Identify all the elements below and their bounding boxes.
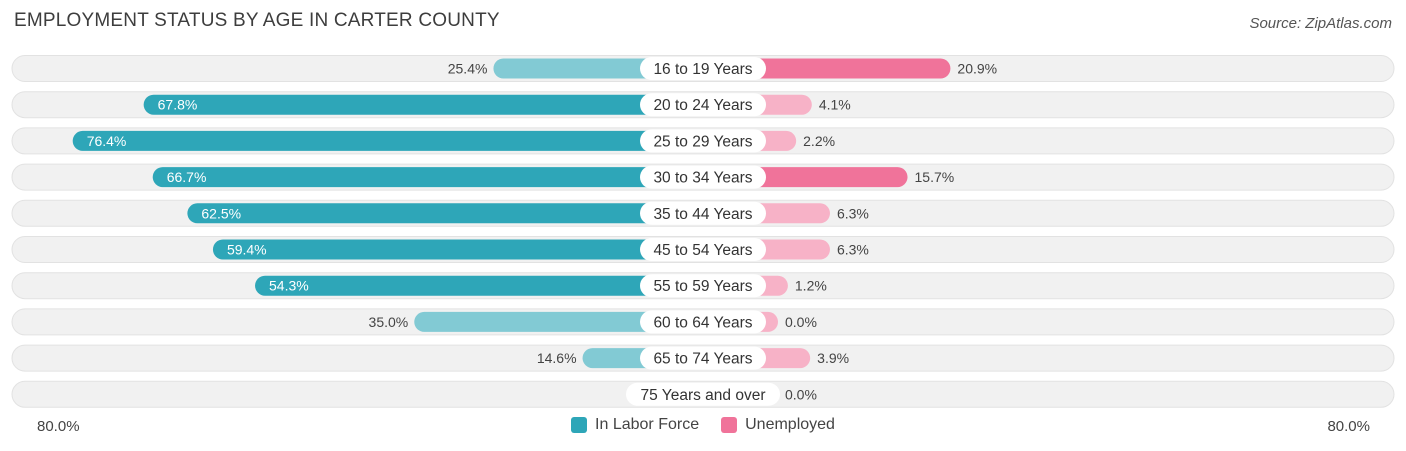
labor-force-bar: [414, 311, 703, 332]
category-label: 25 to 29 Years: [653, 133, 752, 150]
category-label: 16 to 19 Years: [653, 61, 752, 78]
unemployed-value-label: 6.3%: [837, 205, 869, 221]
labor-force-value-label: 35.0%: [369, 314, 409, 330]
labor-force-bar: [72, 130, 703, 151]
labor-force-value-label: 14.6%: [537, 350, 577, 366]
legend-item-labor-force: In Labor Force: [571, 416, 699, 434]
labor-force-value-label: 62.5%: [201, 205, 241, 221]
labor-force-bar: [152, 167, 704, 188]
category-label: 20 to 24 Years: [653, 97, 752, 114]
unemployed-value-label: 3.9%: [817, 350, 849, 366]
unemployed-value-label: 2.2%: [803, 133, 835, 149]
category-pill: [640, 201, 766, 225]
axis-right-label: 80.0%: [1327, 418, 1370, 435]
axis-left-label: 80.0%: [37, 418, 80, 435]
category-label: 30 to 34 Years: [653, 170, 752, 187]
unemployed-value-label: 6.3%: [837, 242, 869, 258]
unemployed-value-label: 15.7%: [915, 169, 955, 185]
category-pill: [640, 165, 766, 189]
unemployed-value-label: 20.9%: [957, 61, 997, 77]
category-pill: [640, 93, 766, 117]
category-label: 75 Years and over: [641, 387, 766, 404]
category-label: 55 to 59 Years: [653, 278, 752, 295]
category-pill: [640, 238, 766, 261]
category-label: 45 to 54 Years: [653, 242, 752, 259]
labor-force-bar: [143, 94, 703, 115]
legend-item-unemployed: Unemployed: [721, 416, 835, 434]
category-label: 65 to 74 Years: [653, 351, 752, 368]
legend-swatch-unemployed: [721, 417, 738, 433]
legend: In Labor Force Unemployed: [0, 416, 1406, 434]
category-label: 35 to 44 Years: [653, 206, 752, 223]
labor-force-value-label: 66.7%: [167, 169, 207, 185]
unemployed-value-label: 4.1%: [819, 97, 851, 113]
labor-force-bar: [212, 239, 703, 260]
unemployed-value-label: 0.0%: [785, 314, 817, 330]
category-pill: [640, 274, 766, 298]
category-pill: [626, 382, 780, 406]
labor-force-bar: [187, 203, 703, 224]
legend-label-unemployed: Unemployed: [745, 416, 835, 433]
category-pill: [640, 346, 766, 370]
unemployed-value-label: 0.0%: [785, 386, 817, 402]
chart-title: EMPLOYMENT STATUS BY AGE IN CARTER COUNT…: [14, 10, 500, 31]
labor-force-bar: [255, 275, 703, 296]
unemployed-value-label: 1.2%: [795, 278, 827, 294]
labor-force-value-label: 25.4%: [448, 61, 488, 77]
source-credit: Source: ZipAtlas.com: [1249, 15, 1392, 32]
legend-swatch-labor-force: [571, 417, 588, 433]
labor-force-value-label: 59.4%: [227, 242, 267, 258]
category-pill: [640, 57, 766, 80]
category-pill: [640, 310, 766, 334]
category-pill: [640, 129, 766, 153]
labor-force-value-label: 54.3%: [269, 278, 309, 294]
labor-force-value-label: 67.8%: [158, 97, 198, 113]
labor-force-value-label: 76.4%: [87, 133, 127, 149]
category-label: 60 to 64 Years: [653, 314, 752, 331]
legend-label-labor-force: In Labor Force: [595, 416, 700, 433]
